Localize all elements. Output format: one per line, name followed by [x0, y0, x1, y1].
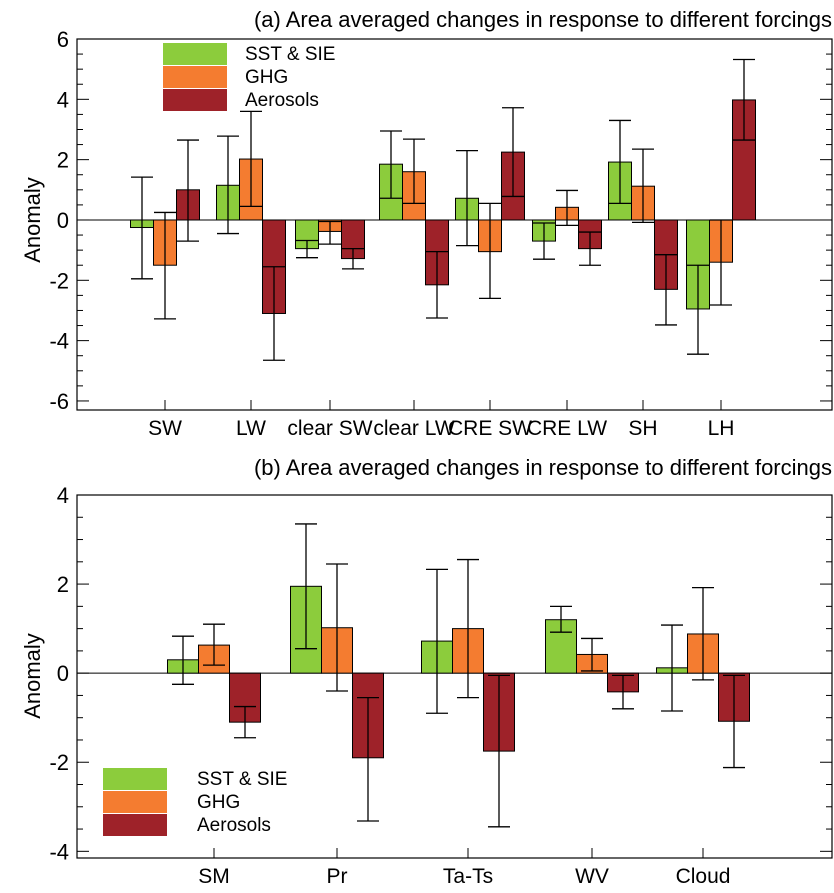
panel-a-ytick-label: -2 [49, 268, 69, 293]
panel-b-ytick-label: -2 [49, 750, 69, 775]
panel-b-legend-label: Aerosols [197, 815, 271, 836]
panel-b-legend-swatch [103, 814, 167, 836]
panel-a-ytick-label: 2 [57, 148, 69, 173]
panel-a: (a) Area averaged changes in response to… [20, 7, 833, 440]
panel-b-xtick-label: Cloud [676, 865, 731, 888]
panel-b-xtick-label: SM [198, 865, 230, 888]
panel-b-ytick-label: 4 [57, 483, 69, 508]
panel-b-ytick-label: 2 [57, 572, 69, 597]
panel-b-y-axis-label: Anomaly [20, 633, 45, 719]
panel-b-xtick-label: WV [575, 865, 609, 888]
panel-b-legend-swatch [103, 791, 167, 813]
panel-a-xtick-label: SH [628, 417, 657, 440]
panel-a-xtick-label: SW [148, 417, 182, 440]
panel-b-ytick-label: -4 [49, 839, 69, 864]
panel-b-ytick-label: 0 [57, 661, 69, 686]
panel-a-legend-label: SST & SIE [245, 44, 335, 65]
panel-b-legend-swatch [103, 768, 167, 790]
panel-b: (b) Area averaged changes in response to… [20, 455, 833, 888]
panel-a-legend-swatch [163, 89, 227, 111]
panel-a-xtick-label: CRE SW [448, 417, 532, 440]
panel-a-ytick-label: 6 [57, 27, 69, 52]
panel-a-ytick-label: 0 [57, 208, 69, 233]
panel-a-ytick-label: 4 [57, 87, 69, 112]
panel-b-plot-frame [76, 494, 833, 859]
panel-b-legend-label: GHG [197, 792, 240, 813]
panel-b-xtick-label: Pr [327, 865, 348, 888]
panel-a-legend-label: Aerosols [245, 90, 319, 111]
panel-a-legend-swatch [163, 66, 227, 88]
panel-a-legend-swatch [163, 43, 227, 65]
panel-a-title: (a) Area averaged changes in response to… [254, 7, 832, 32]
panel-b-legend-label: SST & SIE [197, 769, 287, 790]
panel-a-ytick-label: -4 [49, 329, 69, 354]
panel-a-legend-label: GHG [245, 67, 288, 88]
panel-a-xtick-label: LW [236, 417, 266, 440]
panel-a-xtick-label: clear SW [287, 417, 372, 440]
panel-b-xtick-label: Ta-Ts [443, 865, 493, 888]
panel-a-ytick-label: -6 [49, 389, 69, 414]
panel-a-xtick-label: CRE LW [527, 417, 607, 440]
panel-a-xtick-label: clear LW [373, 417, 454, 440]
panel-b-title: (b) Area averaged changes in response to… [254, 455, 832, 480]
panel-a-y-axis-label: Anomaly [20, 177, 45, 263]
panel-b-plot: -4 -2 0 2 4 SM Pr Ta-Ts WV Cloud SST & SIEGHGAeros… [49, 483, 833, 888]
panel-a-xtick-label: LH [708, 417, 735, 440]
panel-a-plot-frame [76, 38, 833, 411]
